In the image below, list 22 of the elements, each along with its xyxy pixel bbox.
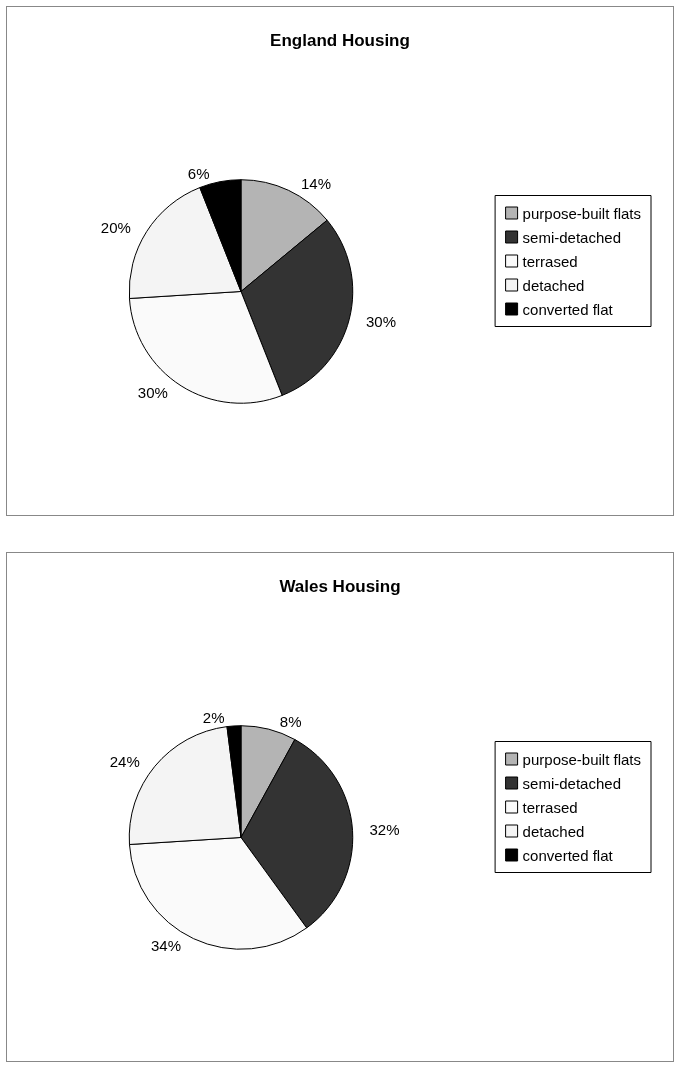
- data-label: 2%: [202, 709, 225, 727]
- chart-title: England Housing: [270, 31, 410, 50]
- data-label: 20%: [100, 218, 131, 236]
- data-label: 30%: [366, 312, 397, 330]
- data-label: 32%: [369, 821, 400, 839]
- legend-label: terrased: [522, 798, 578, 816]
- legend-label: semi-detached: [522, 774, 621, 792]
- legend-label: purpose-built flats: [522, 750, 642, 768]
- legend-label: semi-detached: [522, 228, 621, 246]
- chart-title: Wales Housing: [279, 577, 401, 596]
- legend-label: purpose-built flats: [522, 204, 642, 222]
- legend-label: terrased: [522, 252, 578, 270]
- data-label: 24%: [109, 752, 140, 770]
- data-label: 8%: [279, 712, 302, 730]
- data-label: 34%: [150, 937, 182, 955]
- legend-label: detached: [522, 276, 585, 294]
- data-label: 30%: [137, 384, 168, 402]
- data-label: 14%: [300, 174, 332, 192]
- legend-label: detached: [522, 822, 585, 840]
- data-label: 6%: [187, 165, 210, 183]
- legend-label: converted flat: [522, 300, 614, 318]
- legend-label: converted flat: [522, 846, 614, 864]
